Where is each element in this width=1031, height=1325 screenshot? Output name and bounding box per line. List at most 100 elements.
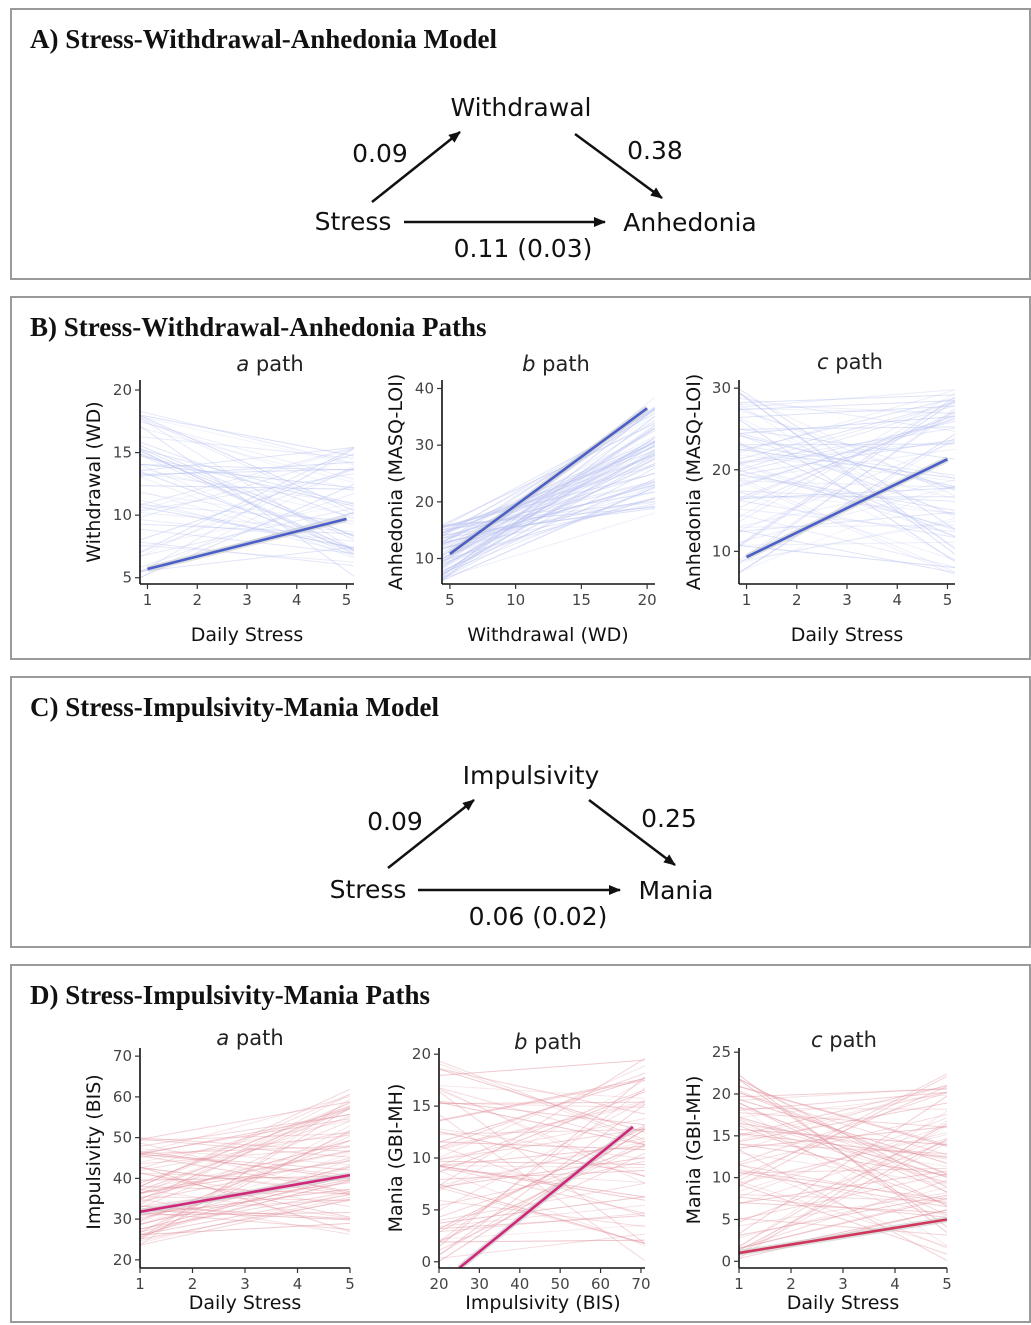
y-tick-label: 20 bbox=[712, 1085, 731, 1103]
y-tick-label: 15 bbox=[712, 1127, 731, 1145]
chart-title-letter: b bbox=[522, 352, 535, 376]
chart-title-rest: path bbox=[823, 1028, 877, 1052]
x-tick-label: 5 bbox=[345, 1275, 355, 1293]
x-tick-label: 1 bbox=[742, 591, 752, 609]
x-tick-label: 5 bbox=[943, 591, 953, 609]
y-tick-label: 20 bbox=[415, 493, 434, 511]
y-tick-label: 15 bbox=[412, 1097, 431, 1115]
y-axis-label: Anhedonia (MASQ-LOI) bbox=[385, 374, 407, 591]
x-tick-label: 3 bbox=[242, 591, 252, 609]
chart-title-rest: path bbox=[527, 1030, 581, 1054]
y-tick-label: 25 bbox=[712, 1043, 731, 1061]
coef-a: 0.09 bbox=[352, 139, 408, 168]
individual-lines bbox=[140, 1089, 350, 1245]
y-tick-label: 15 bbox=[113, 444, 132, 462]
participant-line bbox=[442, 440, 655, 532]
node-predictor: Stress bbox=[330, 875, 407, 904]
x-tick-label: 3 bbox=[240, 1275, 250, 1293]
node-outcome: Anhedonia bbox=[623, 208, 756, 237]
participant-line bbox=[739, 1195, 947, 1235]
chart-title-rest: path bbox=[229, 1026, 283, 1050]
x-axis-label: Daily Stress bbox=[791, 624, 904, 646]
coef-b: 0.38 bbox=[627, 136, 683, 165]
participant-line bbox=[739, 408, 955, 490]
participant-line bbox=[439, 1101, 645, 1124]
y-tick-label: 20 bbox=[113, 1251, 132, 1269]
y-axis-label: Mania (GBI-MH) bbox=[385, 1084, 407, 1233]
node-predictor: Stress bbox=[315, 207, 392, 236]
chart-title: a path bbox=[216, 1026, 283, 1050]
y-tick-label: 10 bbox=[712, 1169, 731, 1187]
individual-lines bbox=[140, 411, 354, 577]
x-tick-label: 4 bbox=[292, 591, 302, 609]
y-tick-label: 0 bbox=[721, 1252, 731, 1270]
panel-title-b: B) Stress-Withdrawal-Anhedonia Paths bbox=[30, 312, 487, 343]
x-axis-label: Daily Stress bbox=[189, 1292, 302, 1314]
participant-line bbox=[739, 416, 955, 487]
y-tick-label: 60 bbox=[113, 1088, 132, 1106]
chart-title-letter: a bbox=[236, 352, 249, 376]
y-tick-label: 10 bbox=[415, 550, 434, 568]
y-axis-label: Mania (GBI-MH) bbox=[683, 1076, 705, 1225]
x-tick-label: 2 bbox=[188, 1275, 198, 1293]
coef-c: 0.06 (0.02) bbox=[469, 902, 608, 931]
panel-title-c: C) Stress-Impulsivity-Mania Model bbox=[30, 692, 439, 723]
x-axis-label: Daily Stress bbox=[787, 1292, 900, 1314]
panel-title-a: A) Stress-Withdrawal-Anhedonia Model bbox=[30, 24, 497, 55]
x-tick-label: 20 bbox=[429, 1275, 448, 1293]
chart-title-rest: path bbox=[829, 350, 883, 374]
chart-title-letter: a bbox=[216, 1026, 229, 1050]
y-tick-label: 20 bbox=[113, 381, 132, 399]
coef-c: 0.11 (0.03) bbox=[454, 234, 593, 263]
node-mediator: Impulsivity bbox=[463, 761, 600, 790]
chart-title-rest: path bbox=[249, 352, 303, 376]
y-tick-label: 5 bbox=[122, 569, 132, 587]
node-mediator: Withdrawal bbox=[451, 93, 592, 122]
y-tick-label: 20 bbox=[712, 461, 731, 479]
x-tick-label: 15 bbox=[572, 591, 591, 609]
y-tick-label: 70 bbox=[113, 1047, 132, 1065]
y-tick-label: 10 bbox=[412, 1149, 431, 1167]
chart-title-letter: c bbox=[817, 350, 829, 374]
x-tick-label: 4 bbox=[890, 1275, 900, 1293]
individual-lines bbox=[439, 1058, 645, 1261]
chart-title: c path bbox=[811, 1028, 877, 1052]
x-tick-label: 1 bbox=[734, 1275, 744, 1293]
y-tick-label: 5 bbox=[721, 1210, 731, 1228]
participant-line bbox=[140, 450, 354, 554]
y-tick-label: 40 bbox=[415, 380, 434, 398]
charts-b: 1 2 3 4 5 5 10 15 20 a path Daily Stress Withdrawal… bbox=[12, 298, 1031, 662]
y-tick-label: 30 bbox=[113, 1210, 132, 1228]
chart-title: c path bbox=[817, 350, 883, 374]
x-tick-label: 30 bbox=[470, 1275, 489, 1293]
y-axis-label: Impulsivity (BIS) bbox=[83, 1074, 105, 1229]
y-tick-label: 10 bbox=[113, 506, 132, 524]
x-tick-label: 3 bbox=[842, 591, 852, 609]
x-tick-label: 70 bbox=[631, 1275, 650, 1293]
participant-line bbox=[739, 546, 955, 568]
x-tick-label: 2 bbox=[192, 591, 202, 609]
panel-b: 1 2 3 4 5 5 10 15 20 a path Daily Stress Withdrawal… bbox=[10, 296, 1031, 660]
participant-line bbox=[439, 1234, 645, 1258]
x-tick-label: 4 bbox=[892, 591, 902, 609]
chart-title-letter: c bbox=[811, 1028, 823, 1052]
x-tick-label: 2 bbox=[792, 591, 802, 609]
x-tick-label: 5 bbox=[445, 591, 455, 609]
individual-lines bbox=[739, 1074, 947, 1261]
y-tick-label: 30 bbox=[415, 436, 434, 454]
y-axis-label: Anhedonia (MASQ-LOI) bbox=[683, 374, 705, 591]
y-tick-label: 0 bbox=[421, 1253, 431, 1271]
y-axis-label: Withdrawal (WD) bbox=[83, 401, 105, 562]
x-axis-label: Impulsivity (BIS) bbox=[465, 1292, 620, 1314]
y-tick-label: 5 bbox=[421, 1201, 431, 1219]
node-outcome: Mania bbox=[639, 876, 714, 905]
x-axis-label: Daily Stress bbox=[191, 624, 304, 646]
x-tick-label: 10 bbox=[506, 591, 525, 609]
y-tick-label: 50 bbox=[113, 1129, 132, 1147]
